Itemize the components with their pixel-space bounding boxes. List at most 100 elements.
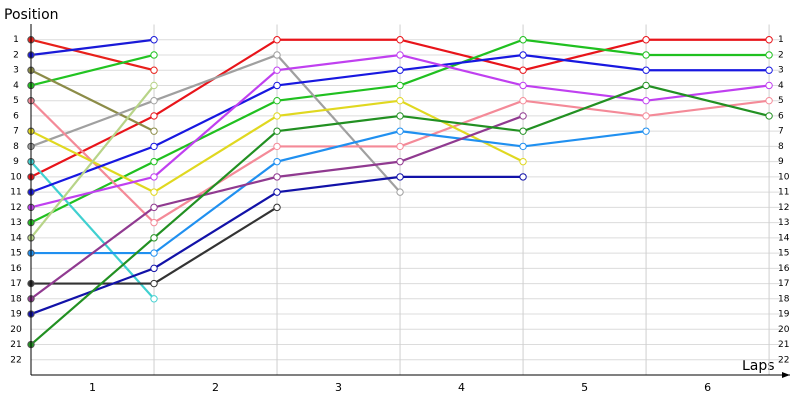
y-tick-label-right: 20 xyxy=(778,325,790,335)
marker xyxy=(642,127,650,135)
marker xyxy=(642,112,650,120)
marker xyxy=(765,81,773,90)
marker xyxy=(273,36,281,44)
y-tick-label-right: 4 xyxy=(778,81,784,91)
y-tick-label: 3 xyxy=(13,66,19,76)
marker xyxy=(765,36,773,44)
marker xyxy=(765,112,773,120)
marker xyxy=(150,36,158,44)
marker xyxy=(396,81,404,90)
marker xyxy=(150,295,158,303)
x-tick-label: 4 xyxy=(458,381,465,394)
y-tick-label: 4 xyxy=(13,81,19,91)
marker xyxy=(150,218,158,227)
y-tick-label: 11 xyxy=(10,188,21,198)
y-tick-label: 12 xyxy=(10,203,21,213)
x-axis-label: Laps xyxy=(742,358,775,374)
y-tick-label-right: 3 xyxy=(778,66,784,76)
marker xyxy=(396,188,404,196)
marker xyxy=(396,51,404,59)
marker xyxy=(519,157,527,166)
marker xyxy=(273,81,281,90)
marker xyxy=(519,66,527,74)
y-tick-label: 14 xyxy=(10,233,22,243)
y-tick-label: 16 xyxy=(10,264,22,274)
marker xyxy=(150,51,158,59)
marker xyxy=(273,203,281,212)
marker xyxy=(396,142,404,151)
marker xyxy=(765,96,773,105)
y-tick-label: 7 xyxy=(13,127,19,137)
marker xyxy=(273,188,281,196)
y-tick-label-right: 8 xyxy=(778,142,784,152)
marker xyxy=(765,51,773,59)
marker xyxy=(396,157,404,166)
y-tick-label: 19 xyxy=(10,310,22,320)
marker xyxy=(150,96,158,105)
y-tick-label: 18 xyxy=(10,294,22,304)
marker xyxy=(642,81,650,90)
x-tick-label: 5 xyxy=(581,381,588,394)
series-line xyxy=(31,130,647,255)
series-line xyxy=(30,84,155,239)
y-tick-label-right: 7 xyxy=(778,127,784,137)
markers xyxy=(27,36,773,349)
y-tick-label: 9 xyxy=(13,157,19,167)
x-axis-arrow xyxy=(782,372,790,378)
y-tick-label: 6 xyxy=(13,111,19,121)
x-tick-label: 3 xyxy=(335,381,342,394)
series-line xyxy=(30,69,155,133)
y-tick-label: 17 xyxy=(10,279,21,289)
marker xyxy=(150,234,158,242)
y-tick-label: 5 xyxy=(13,96,19,106)
y-tick-label-right: 18 xyxy=(778,294,790,304)
y-tick-label: 2 xyxy=(13,50,19,60)
marker xyxy=(396,112,404,120)
marker xyxy=(150,203,158,212)
marker xyxy=(519,127,527,135)
y-tick-label-right: 10 xyxy=(778,172,790,182)
y-tick-label-right: 21 xyxy=(778,340,789,350)
y-tick-label: 8 xyxy=(13,142,19,152)
marker xyxy=(396,96,404,105)
y-tick-label-right: 1 xyxy=(778,35,784,45)
marker xyxy=(519,81,527,90)
marker xyxy=(519,173,527,181)
y-tick-label-right: 13 xyxy=(778,218,789,228)
marker xyxy=(150,142,158,151)
y-tick-label-right: 11 xyxy=(778,188,789,198)
marker xyxy=(519,51,527,59)
marker xyxy=(150,127,158,135)
y-axis-label: Position xyxy=(4,7,59,23)
y-tick-label-right: 17 xyxy=(778,279,789,289)
x-tick-label: 6 xyxy=(704,381,711,394)
y-tick-label: 22 xyxy=(10,355,21,365)
y-tick-label: 10 xyxy=(10,172,22,182)
marker xyxy=(642,51,650,59)
marker xyxy=(150,264,158,273)
y-tick-label-right: 6 xyxy=(778,111,784,121)
marker xyxy=(396,127,404,135)
marker xyxy=(150,157,158,166)
marker xyxy=(150,188,158,196)
y-tick-label-right: 14 xyxy=(778,233,790,243)
y-tick-label: 1 xyxy=(13,35,19,45)
marker xyxy=(273,66,281,74)
marker xyxy=(273,173,281,181)
marker xyxy=(150,279,158,288)
series-line xyxy=(30,38,155,72)
y-tick-label: 15 xyxy=(10,249,21,259)
marker xyxy=(519,112,527,120)
y-tick-label-right: 15 xyxy=(778,249,789,259)
marker xyxy=(396,36,404,44)
marker xyxy=(273,96,281,105)
marker xyxy=(519,96,527,105)
y-tick-label-right: 16 xyxy=(778,264,790,274)
y-tick-label-right: 12 xyxy=(778,203,789,213)
marker xyxy=(273,127,281,135)
y-tick-label-right: 19 xyxy=(778,310,790,320)
series-line xyxy=(30,38,155,57)
marker xyxy=(519,36,527,44)
marker xyxy=(273,142,281,151)
